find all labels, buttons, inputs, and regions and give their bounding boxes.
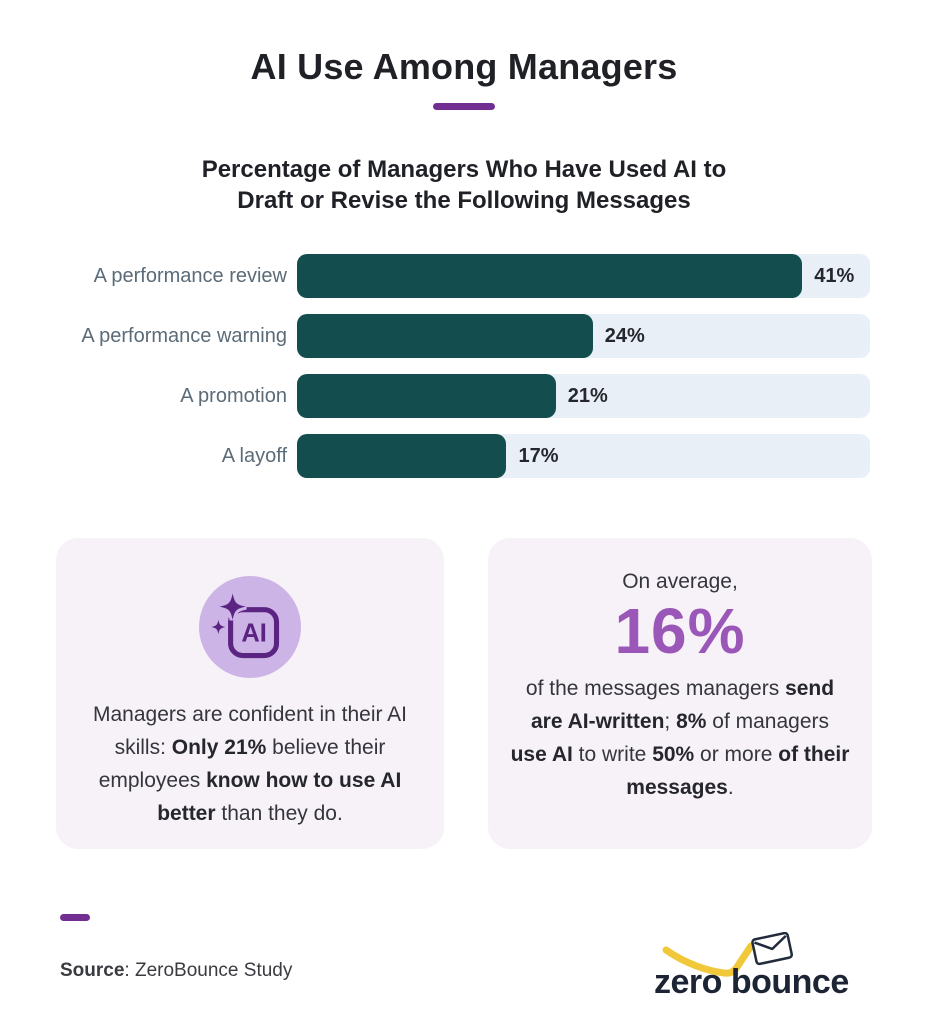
bar-row: A performance review 41% [60, 254, 870, 298]
bar-track: 21% [297, 374, 870, 418]
footer: Source: ZeroBounce Study zero bounce [60, 912, 890, 1012]
text-run: Managers are confident in their AI skill… [92, 703, 407, 759]
footer-dash [60, 914, 90, 921]
envelope-icon [751, 932, 794, 966]
text-run: believe their employees [98, 736, 386, 792]
right-card-stat: 16% [614, 595, 746, 667]
bar-row: A performance warning 24% [60, 314, 870, 358]
bar-chart: A performance review 41% A performance war… [60, 254, 870, 478]
bar-fill [297, 374, 556, 418]
text-run: . [727, 776, 734, 799]
bold-text-run: 8% [676, 710, 707, 733]
bar-fill [297, 254, 803, 298]
ai-icon-label: AI [241, 619, 267, 647]
source-line: Source: ZeroBounce Study [60, 960, 292, 982]
bar-category-label: A performance review [93, 264, 287, 287]
bold-text-run: know how to use AI better [157, 769, 402, 825]
bar-category-label: A promotion [180, 384, 287, 407]
bar-category-label: A layoff [221, 444, 287, 467]
bar-category-label: A performance warning [81, 324, 287, 347]
bold-text-run: send are AI-written [530, 677, 835, 733]
bold-text-run: use AI [510, 743, 573, 766]
bold-text-run: 50% [652, 743, 695, 766]
bar-row: A promotion 21% [60, 374, 870, 418]
text-run: of the messages managers [525, 677, 786, 700]
bar-track: 17% [297, 434, 870, 478]
zerobounce-logo: zero bounce [652, 932, 890, 1001]
stat-cards: AI Managers are confident in their AI sk… [56, 538, 872, 849]
chart-title-line-2: Draft or Revise the Following Messages [237, 187, 691, 214]
bar-row: A layoff 17% [60, 434, 870, 478]
bar-fill [297, 314, 593, 358]
logo-text: zero bounce [654, 963, 849, 1001]
left-card-text: Managers are confident in their AI skill… [80, 698, 420, 830]
bold-text-run: Only 21% [171, 736, 267, 759]
left-stat-card: AI Managers are confident in their AI sk… [56, 538, 444, 849]
bar-fill [297, 434, 507, 478]
bar-track: 24% [297, 314, 870, 358]
chart-title: Percentage of Managers Who Have Used AI … [124, 154, 804, 216]
title-underline [433, 103, 495, 110]
logo-swoosh-envelope [662, 932, 794, 977]
bar-value-label: 21% [567, 385, 608, 407]
source-text: : ZeroBounce Study [124, 960, 293, 981]
text-run: than they do. [215, 802, 343, 825]
bold-text-run: of their messages [626, 743, 850, 799]
text-run: or more [694, 743, 779, 766]
bar-value-label: 41% [814, 265, 855, 287]
logo-swoosh [662, 942, 755, 977]
text-run: to write [572, 743, 653, 766]
right-card-text: of the messages managers send are AI-wri… [510, 672, 850, 804]
right-card-intro: On average, [622, 570, 738, 593]
right-stat-card: On average, 16% of the messages managers… [488, 538, 872, 849]
text-run: of managers [706, 710, 830, 733]
chart-title-line-1: Percentage of Managers Who Have Used AI … [201, 156, 727, 183]
text-run: ; [664, 710, 677, 733]
bar-value-label: 17% [518, 445, 559, 467]
ai-sparkle-icon: AI [199, 576, 301, 678]
source-label: Source [60, 960, 125, 981]
page-title: AI Use Among Managers [250, 46, 678, 87]
bar-value-label: 24% [604, 325, 645, 347]
bar-track: 41% [297, 254, 870, 298]
